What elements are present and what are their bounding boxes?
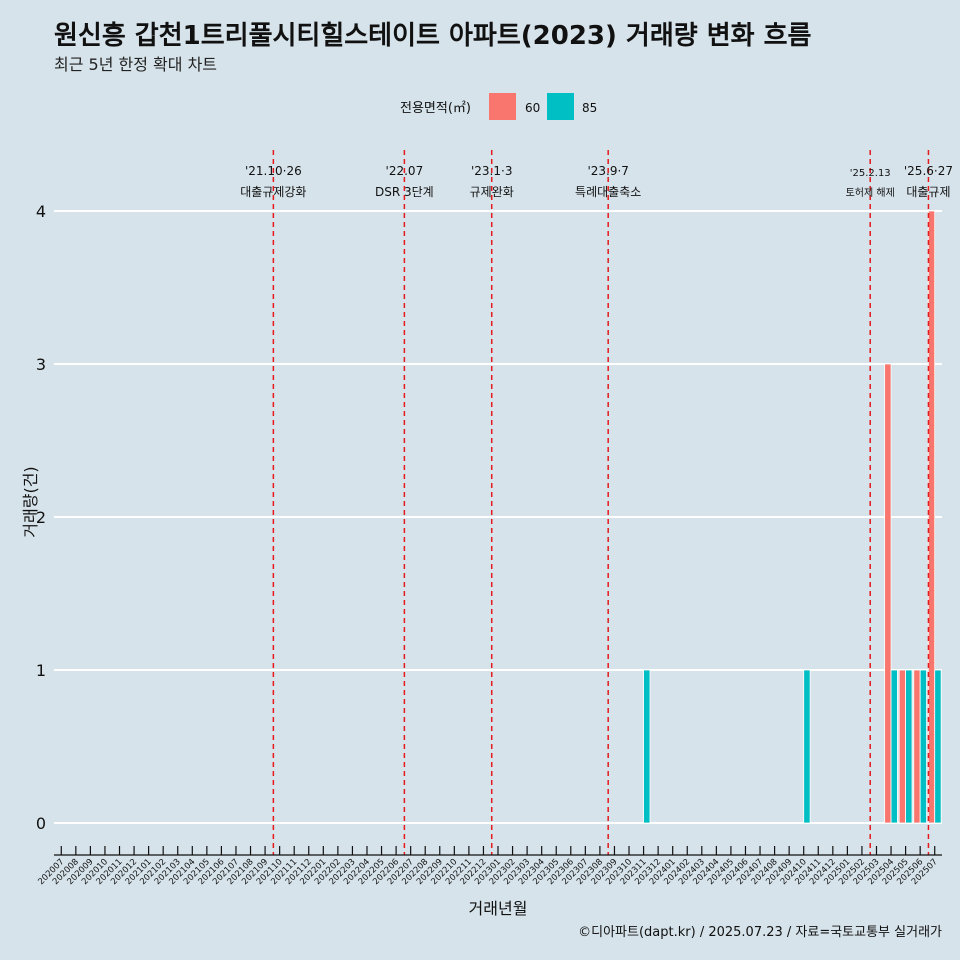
chart-subtitle: 최근 5년 한정 확대 차트 <box>54 55 217 74</box>
legend-title: 전용면적(㎡) <box>400 101 471 116</box>
event-date-label: '23.9·7 <box>587 164 628 178</box>
event-date-label: '21.10·26 <box>245 164 302 178</box>
y-tick-label: 1 <box>36 661 46 680</box>
bar-85-202311 <box>643 669 651 824</box>
y-axis-title: 거래량(건) <box>21 466 40 537</box>
event-name-label: 특례대출축소 <box>575 185 641 199</box>
y-tick-label: 0 <box>36 814 46 833</box>
bar-85-202410 <box>803 669 811 824</box>
y-tick-label: 3 <box>36 355 46 374</box>
grid-lines <box>54 210 942 824</box>
event-markers: '21.10·26 대출규제강화 '22.07 DSR 3단계 '23.1·3 규제완화 '… <box>240 150 953 855</box>
bar-85-202507 <box>934 669 942 824</box>
event-name-label: 토허제 해제 <box>846 186 895 199</box>
legend-swatch-85 <box>547 93 574 120</box>
bar-85-202504 <box>890 669 898 824</box>
legend: 전용면적(㎡) 60 85 <box>400 93 597 120</box>
bar-85-202506 <box>919 669 927 824</box>
event-date-label: '22.07 <box>386 164 424 178</box>
y-tick-label: 2 <box>36 508 46 527</box>
event-date-label: '25.2.13 <box>850 168 891 179</box>
chart-title: 원신흥 갑천1트리풀시티힐스테이트 아파트(2023) 거래량 변화 흐름 <box>54 21 812 51</box>
bar-60-202505 <box>898 669 907 824</box>
bars <box>643 210 942 824</box>
x-axis: 2020072020082020092020102020112020122021… <box>36 846 942 887</box>
event-date-label: '23.1·3 <box>471 164 512 178</box>
bar-60-202507 <box>927 210 936 824</box>
bar-85-202505 <box>905 669 913 824</box>
bar-60-202504 <box>884 363 892 824</box>
y-tick-labels: 0 1 2 3 4 <box>36 202 46 833</box>
y-tick-label: 4 <box>36 202 46 221</box>
caption: ©디아파트(dapt.kr) / 2025.07.23 / 자료=국토교통부 실… <box>578 925 942 940</box>
legend-swatch-60 <box>489 93 516 120</box>
bar-60-202506 <box>913 669 921 824</box>
event-name-label: 규제완화 <box>470 185 514 199</box>
legend-label-60: 60 <box>525 101 540 115</box>
event-name-label: 대출규제강화 <box>240 185 306 199</box>
legend-label-85: 85 <box>582 101 597 115</box>
event-name-label: 대출규제 <box>906 185 950 199</box>
event-name-label: DSR 3단계 <box>375 185 434 199</box>
event-date-label: '25.6·27 <box>904 164 953 178</box>
x-axis-title: 거래년월 <box>469 899 528 918</box>
